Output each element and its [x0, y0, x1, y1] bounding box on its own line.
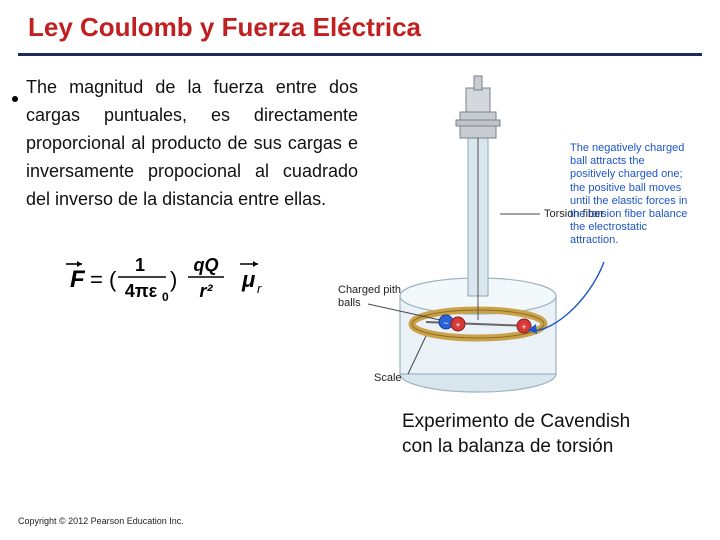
bullet-dot [12, 96, 18, 102]
label-blue-note: The negatively charged ball attracts the… [570, 142, 688, 248]
caption-line-1: Experimento de Cavendish [402, 410, 702, 435]
right-column: − + + [368, 74, 702, 459]
definition-text: The magnitud de la fuerza entre dos carg… [18, 74, 358, 213]
formula-close-paren: ) [170, 267, 177, 292]
label-scale: Scale [374, 372, 424, 385]
formula-equals: = ( [90, 267, 117, 292]
formula-unit-sub: r [257, 281, 262, 296]
formula-F: F [70, 266, 86, 293]
page-title: Ley Coulomb y Fuerza Eléctrica [0, 0, 720, 43]
content-row: The magnitud de la fuerza entre dos carg… [0, 56, 720, 459]
caption-line-2: con la balanza de torsión [402, 435, 702, 460]
formula-main-den: r² [200, 281, 214, 301]
copyright-text: Copyright © 2012 Pearson Education Inc. [18, 516, 184, 526]
diagram-caption: Experimento de Cavendish con la balanza … [368, 410, 702, 459]
formula-prefactor-den: 4πε [125, 281, 158, 301]
coulomb-formula: F = ( 1 4πε 0 ) qQ r² μ r [18, 247, 358, 312]
formula-main-num: qQ [194, 255, 219, 275]
formula-eps-sub: 0 [162, 290, 169, 304]
svg-text:+: + [521, 322, 526, 332]
left-column: The magnitud de la fuerza entre dos carg… [18, 74, 358, 459]
torsion-balance-diagram: − + + [368, 74, 688, 404]
formula-unit-vec: μ [241, 267, 255, 292]
svg-text:−: − [443, 318, 448, 328]
formula-prefactor-num: 1 [135, 255, 145, 275]
label-charged-balls: Charged pith balls [338, 284, 408, 310]
svg-text:+: + [455, 320, 460, 330]
